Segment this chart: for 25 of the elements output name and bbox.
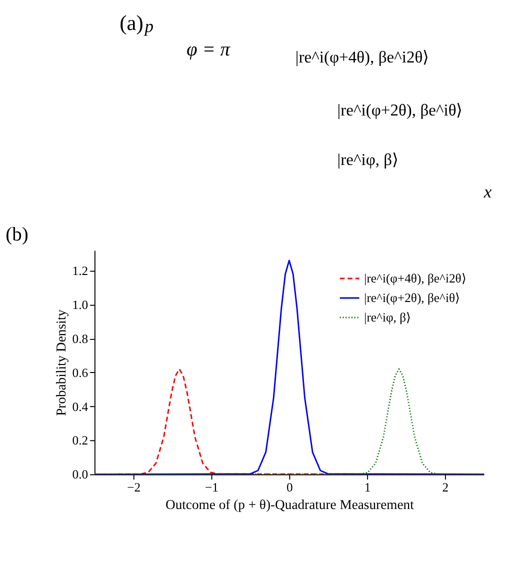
legend-label: |re^i(φ+4θ), βe^i2θ⟩ [364, 271, 466, 286]
text: |re^i(φ+4θ), βe^i2θ⟩ [295, 48, 430, 67]
legend-label: |re^iφ, β⟩ [364, 310, 411, 324]
y-tick-label: 0.4 [72, 400, 89, 414]
text: φ = π [186, 39, 232, 60]
y-tick-label: 1.0 [72, 298, 88, 312]
y-tick-label: 0.0 [72, 468, 88, 482]
y-tick-label: 1.2 [72, 264, 88, 278]
text: |re^i(φ+2θ), βe^iθ⟩ [337, 100, 464, 120]
y-tick-label: 0.2 [72, 434, 88, 448]
x-tick-label: −2 [127, 480, 141, 494]
x-tick-label: −1 [205, 480, 219, 494]
text: x [482, 182, 492, 202]
text: p [142, 16, 154, 36]
x-tick-label: 1 [364, 480, 371, 494]
text: (b) [6, 224, 28, 246]
y-tick-label: 0.8 [72, 332, 88, 346]
text: |re^iφ, β⟩ [337, 150, 400, 169]
x-tick-label: 0 [286, 480, 293, 494]
legend-label: |re^i(φ+2θ), βe^iθ⟩ [364, 290, 460, 305]
y-tick-label: 0.6 [72, 366, 88, 380]
text: (a) [120, 10, 144, 35]
y-axis-title: Probability Density [53, 309, 68, 416]
x-tick-label: 2 [442, 480, 449, 494]
x-axis-title: Outcome of (p + θ)-Quadrature Measurement [165, 496, 414, 512]
